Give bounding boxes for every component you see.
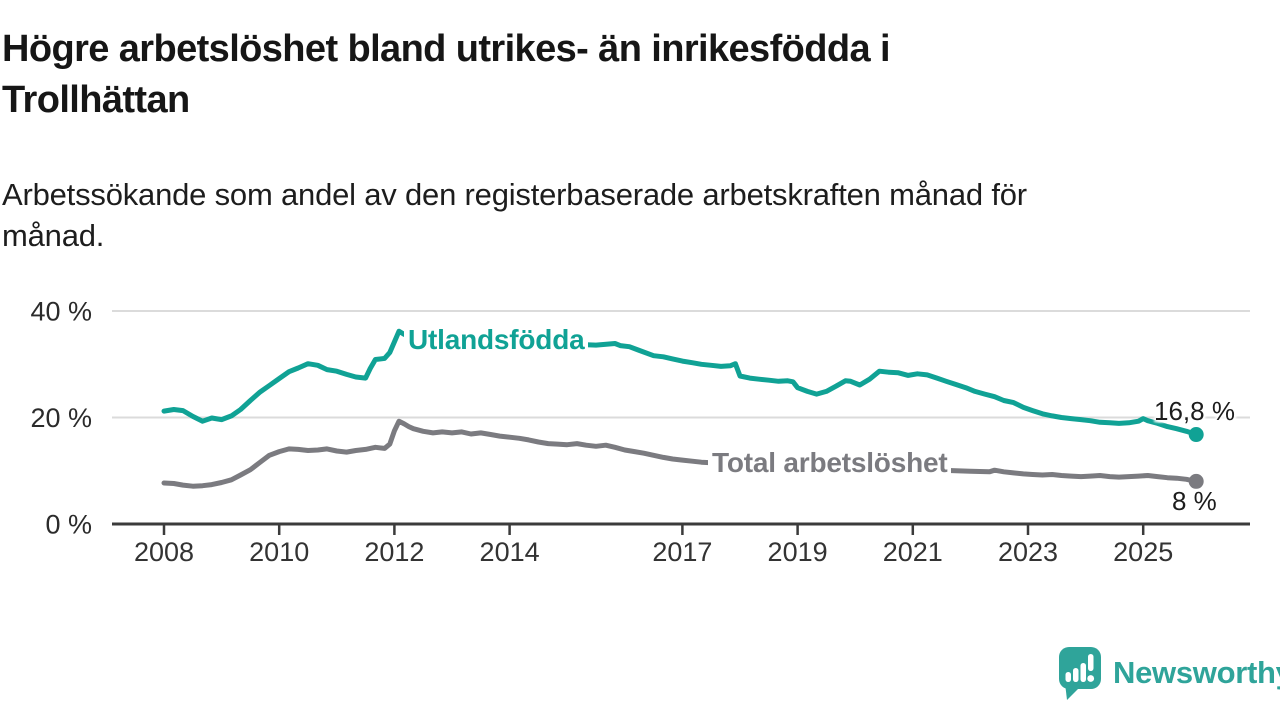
x-tick-label: 2025 (1113, 537, 1173, 567)
chart-title-line-2: Trollhättan (2, 79, 190, 121)
chart-subtitle-line-1: Arbetssökande som andel av den registerb… (2, 177, 1027, 212)
x-tick-label: 2010 (249, 537, 309, 567)
chart-subtitle: Arbetssökande som andel av den registerb… (2, 174, 1027, 256)
x-tick-label: 2012 (364, 537, 424, 567)
y-tick-label: 0 % (45, 510, 92, 540)
newsworthy-logo: Newsworthy (1056, 645, 1280, 701)
chart-canvas: 40 % 20 % 0 % 2008 2010 2012 2014 2017 2019 2021 2… (30, 297, 1250, 567)
newsworthy-logo-text: Newsworthy (1113, 655, 1280, 690)
y-tick-label: 20 % (30, 403, 92, 433)
series-end-dot (1188, 473, 1204, 489)
x-tick-label: 2008 (134, 537, 194, 567)
y-tick-label: 40 % (30, 297, 92, 327)
chart-title: Högre arbetslöshet bland utrikes- än inr… (2, 24, 891, 126)
series-end-dot (1188, 427, 1204, 443)
x-tick-label: 2019 (768, 537, 828, 567)
x-tick-label: 2021 (883, 537, 943, 567)
end-value-label-total: 8 % (1172, 486, 1217, 516)
chart-subtitle-line-2: månad. (2, 218, 105, 253)
x-tick-label: 2014 (480, 537, 540, 567)
series-label-utlandsfodda: Utlandsfödda (404, 323, 589, 357)
newsworthy-logo-icon (1059, 647, 1101, 700)
x-tick-label: 2017 (652, 537, 712, 567)
end-value-label-utlandsfodda: 16,8 % (1154, 396, 1235, 426)
x-tick-label: 2023 (998, 537, 1058, 567)
series-line-total-arbetsl-shet (161, 418, 1199, 489)
chart-title-line-1: Högre arbetslöshet bland utrikes- än inr… (2, 28, 891, 70)
series-label-total-arbetsloshet: Total arbetslöshet (708, 446, 952, 480)
series-line-utlandsf-dda (161, 328, 1199, 437)
